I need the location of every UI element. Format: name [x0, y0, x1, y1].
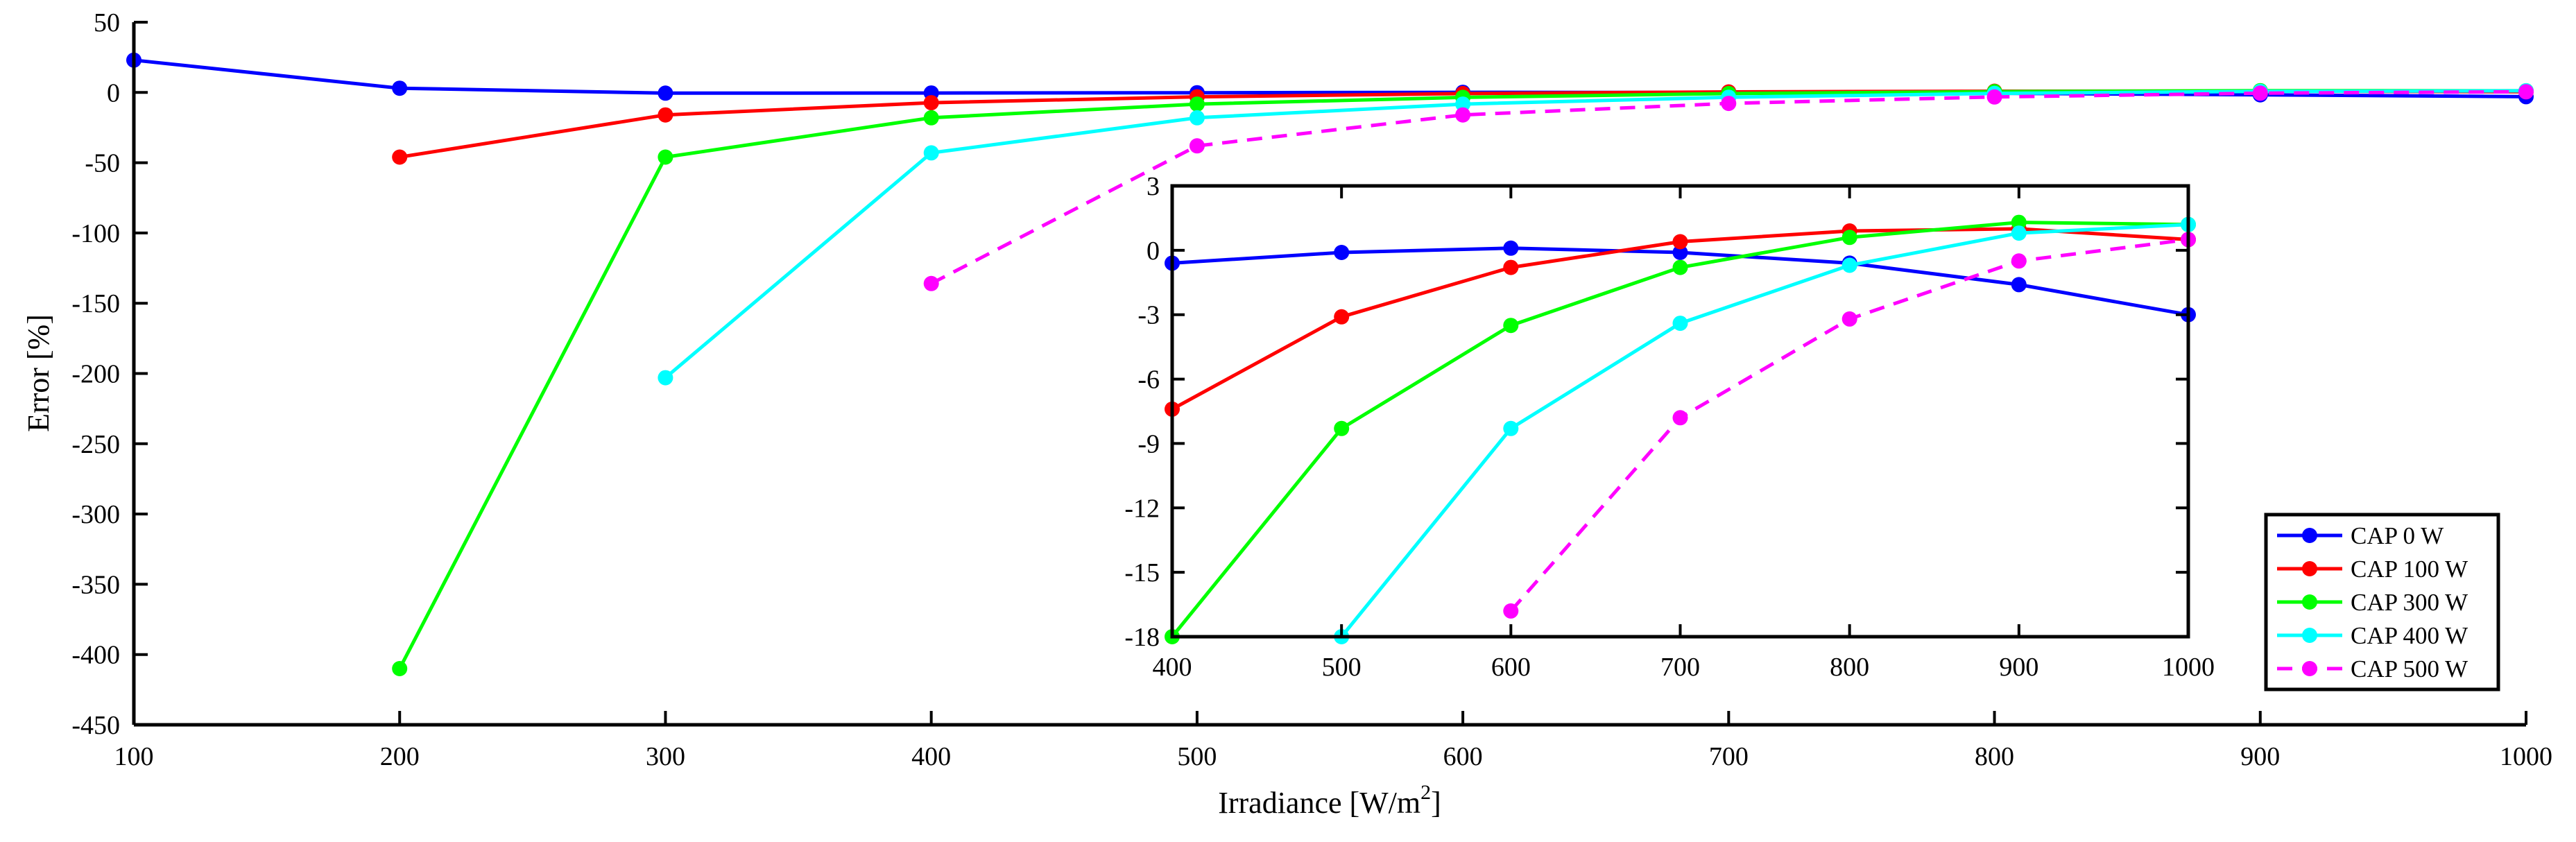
main-y-tick-label-50: 50	[94, 8, 120, 37]
main-y-tick-label-neg200: -200	[71, 360, 120, 389]
inset-y-tick-label-neg9: -9	[1137, 429, 1160, 458]
main-x-tick-label-900: 900	[2240, 742, 2280, 771]
inset-point-cap-100-w-700	[1672, 234, 1688, 250]
main-y-tick-label-neg100: -100	[71, 219, 120, 248]
inset-plot: 400 500 600 700 800 900 1000 3 0 -3 -6 -9 -12 -15 -18	[1124, 172, 2215, 682]
main-point-cap-100-w-400	[923, 95, 939, 111]
main-series-line-cap-400-w	[664, 89, 2527, 379]
main-point-cap-400-w-600	[1455, 96, 1471, 112]
main-point-cap-0-w-200	[392, 80, 408, 96]
inset-point-cap-0-w-900	[2011, 277, 2027, 293]
inset-point-cap-500-w-800	[1841, 311, 1857, 327]
x-axis-title-superscript: 2	[1420, 781, 1431, 804]
main-y-tick-label-neg250: -250	[71, 430, 120, 459]
legend: CAP 0 W CAP 100 W CAP 300 W CAP 400 W CAP 50…	[2264, 513, 2500, 691]
main-point-cap-500-w-700	[1721, 96, 1737, 112]
legend-label-cap-100-w: CAP 100 W	[2351, 556, 2468, 583]
main-point-cap-400-w-300	[658, 370, 673, 386]
main-point-cap-300-w-200	[392, 661, 408, 676]
main-point-cap-400-w-500	[1189, 110, 1205, 126]
inset-point-cap-300-w-600	[1503, 318, 1519, 334]
main-y-tick-label-neg350: -350	[71, 570, 120, 599]
legend-marker-cap-500-w	[2302, 661, 2317, 676]
inset-point-cap-500-w-700	[1672, 410, 1688, 426]
inset-x-tick-label-900: 900	[1999, 653, 2038, 682]
inset-y-tick-label-neg12: -12	[1124, 494, 1160, 523]
legend-marker-cap-100-w	[2302, 561, 2317, 576]
inset-point-cap-0-w-700	[1672, 245, 1688, 260]
inset-point-cap-500-w-900	[2011, 253, 2027, 269]
main-y-tick-label-0: 0	[107, 78, 120, 108]
main-point-cap-500-w-1000	[2518, 84, 2534, 100]
main-x-tick-label-100: 100	[114, 742, 154, 771]
main-point-cap-500-w-800	[1986, 89, 2002, 105]
inset-y-tick-label-0: 0	[1147, 237, 1160, 266]
inset-point-cap-400-w-800	[1841, 257, 1857, 273]
main-series-group	[126, 52, 2534, 676]
x-axis-title-main: Irradiance [W/m	[1218, 786, 1420, 820]
inset-point-cap-300-w-900	[2011, 214, 2027, 230]
inset-y-tick-label-3: 3	[1147, 172, 1160, 201]
inset-y-tick-label-neg15: -15	[1124, 558, 1160, 587]
x-axis-title-suffix: ]	[1431, 786, 1441, 820]
inset-point-cap-100-w-500	[1334, 309, 1350, 325]
inset-point-cap-500-w-600	[1503, 603, 1519, 619]
main-plot: 100 200 300 400 500 600 700 800 900 1000500-50-10…	[22, 8, 2552, 820]
main-point-cap-500-w-900	[2252, 85, 2268, 101]
main-point-cap-400-w-400	[923, 145, 939, 161]
legend-marker-cap-400-w	[2302, 628, 2317, 643]
inset-point-cap-100-w-600	[1503, 259, 1519, 275]
inset-x-tick-label-1000: 1000	[2162, 653, 2215, 682]
legend-marker-cap-300-w	[2302, 594, 2317, 610]
inset-point-cap-300-w-800	[1841, 230, 1857, 246]
main-point-cap-300-w-400	[923, 110, 939, 126]
main-point-cap-100-w-300	[658, 107, 673, 123]
main-y-tick-label-neg400: -400	[71, 641, 120, 670]
inset-x-tick-label-600: 600	[1491, 653, 1531, 682]
main-x-tick-label-1000: 1000	[2500, 742, 2552, 771]
legend-label-cap-500-w: CAP 500 W	[2351, 655, 2468, 682]
inset-point-cap-300-w-500	[1334, 420, 1350, 436]
inset-y-tick-label-neg6: -6	[1137, 366, 1160, 395]
legend-marker-cap-0-w	[2302, 528, 2317, 543]
main-point-cap-500-w-400	[923, 275, 939, 291]
inset-y-tick-label-neg18: -18	[1124, 623, 1160, 652]
main-x-tick-label-600: 600	[1443, 742, 1483, 771]
inset-point-cap-300-w-700	[1672, 259, 1688, 275]
main-point-cap-0-w-300	[658, 85, 673, 101]
main-point-cap-500-w-600	[1455, 107, 1471, 123]
main-point-cap-300-w-500	[1189, 96, 1205, 112]
main-y-tick-label-neg300: -300	[71, 500, 120, 529]
inset-point-cap-400-w-700	[1672, 316, 1688, 332]
main-x-tick-label-200: 200	[380, 742, 420, 771]
main-y-tick-label-neg150: -150	[71, 289, 120, 318]
y-axis-title: Error [%]	[22, 314, 55, 432]
inset-x-tick-label-400: 400	[1153, 653, 1192, 682]
inset-x-tick-label-700: 700	[1660, 653, 1700, 682]
inset-series-line-cap-400-w	[1340, 223, 2189, 638]
main-y-tick-label-neg450: -450	[71, 711, 120, 740]
main-x-tick-label-700: 700	[1709, 742, 1749, 771]
inset-x-tick-label-500: 500	[1322, 653, 1362, 682]
legend-label-cap-300-w: CAP 300 W	[2351, 589, 2468, 616]
main-point-cap-100-w-200	[392, 149, 408, 165]
inset-point-cap-400-w-900	[2011, 225, 2027, 241]
inset-point-cap-0-w-600	[1503, 240, 1519, 256]
inset-y-tick-label-neg3: -3	[1137, 301, 1160, 330]
main-y-tick-label-neg50: -50	[85, 149, 120, 178]
main-x-tick-label-400: 400	[911, 742, 951, 771]
inset-point-cap-400-w-600	[1503, 420, 1519, 436]
main-point-cap-500-w-500	[1189, 138, 1205, 154]
x-axis-title: Irradiance [W/m2]	[1218, 781, 1441, 820]
main-x-tick-label-300: 300	[646, 742, 685, 771]
main-point-cap-300-w-300	[658, 149, 673, 165]
legend-label-cap-0-w: CAP 0 W	[2351, 522, 2444, 549]
main-x-tick-label-800: 800	[1975, 742, 2014, 771]
legend-label-cap-400-w: CAP 400 W	[2351, 622, 2468, 649]
main-x-tick-label-500: 500	[1177, 742, 1217, 771]
inset-point-cap-0-w-500	[1334, 245, 1350, 260]
inset-x-tick-label-800: 800	[1830, 653, 1869, 682]
